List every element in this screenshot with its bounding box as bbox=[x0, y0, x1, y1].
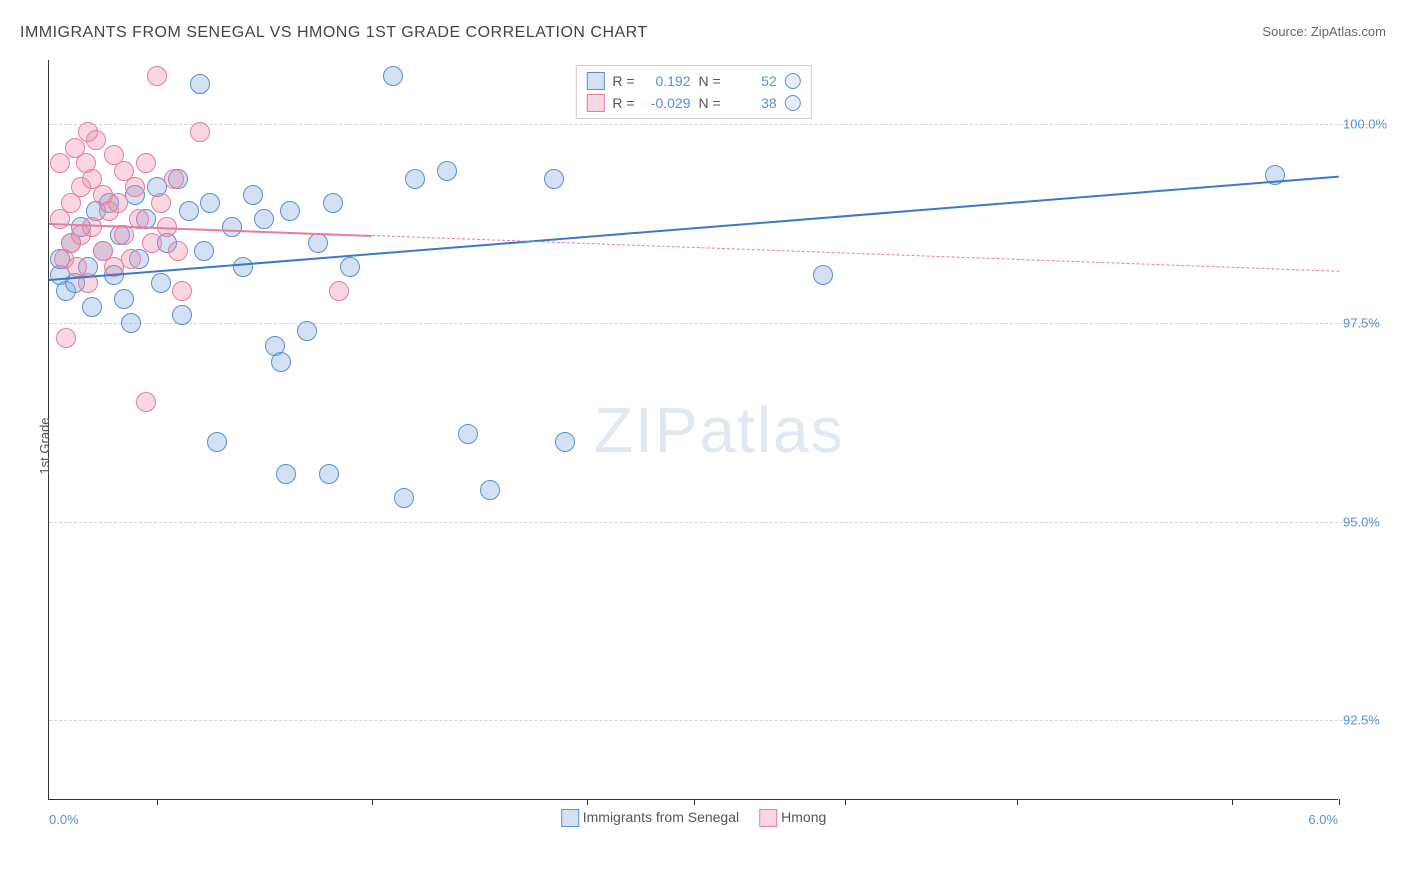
data-point bbox=[243, 185, 263, 205]
legend-label: Immigrants from Senegal bbox=[583, 809, 739, 825]
data-point bbox=[136, 392, 156, 412]
legend-dot-icon bbox=[785, 95, 801, 111]
data-point bbox=[383, 66, 403, 86]
data-point bbox=[179, 201, 199, 221]
data-point bbox=[200, 193, 220, 213]
data-point bbox=[297, 321, 317, 341]
data-point bbox=[108, 193, 128, 213]
legend-series: Immigrants from Senegal Hmong bbox=[561, 809, 827, 827]
data-point bbox=[458, 424, 478, 444]
legend-n-label: N = bbox=[699, 95, 721, 111]
data-point bbox=[121, 249, 141, 269]
x-tick bbox=[1232, 799, 1233, 805]
data-point bbox=[308, 233, 328, 253]
legend-item: Hmong bbox=[759, 809, 826, 827]
x-tick bbox=[1339, 799, 1340, 805]
data-point bbox=[233, 257, 253, 277]
data-point bbox=[121, 313, 141, 333]
data-point bbox=[394, 488, 414, 508]
gridline bbox=[49, 323, 1378, 324]
x-tick bbox=[587, 799, 588, 805]
data-point bbox=[78, 122, 98, 142]
x-tick bbox=[157, 799, 158, 805]
data-point bbox=[172, 281, 192, 301]
watermark: ZIPatlas bbox=[594, 393, 845, 467]
x-tick bbox=[372, 799, 373, 805]
trendline bbox=[49, 175, 1339, 280]
data-point bbox=[207, 432, 227, 452]
source-name: ZipAtlas.com bbox=[1311, 24, 1386, 39]
data-point bbox=[147, 66, 167, 86]
data-point bbox=[50, 153, 70, 173]
data-point bbox=[151, 193, 171, 213]
legend-n-value: 38 bbox=[729, 95, 777, 111]
data-point bbox=[329, 281, 349, 301]
chart-title: IMMIGRANTS FROM SENEGAL VS HMONG 1ST GRA… bbox=[20, 24, 648, 42]
y-tick-label: 100.0% bbox=[1343, 116, 1398, 131]
data-point bbox=[151, 273, 171, 293]
legend-swatch bbox=[586, 72, 604, 90]
y-tick-label: 97.5% bbox=[1343, 315, 1398, 330]
data-point bbox=[271, 352, 291, 372]
data-point bbox=[254, 209, 274, 229]
data-point bbox=[437, 161, 457, 181]
plot-area: ZIPatlas R =0.192N =52R =-0.029N =38 Imm… bbox=[48, 60, 1338, 800]
legend-item: Immigrants from Senegal bbox=[561, 809, 739, 827]
legend-label: Hmong bbox=[781, 809, 826, 825]
legend-n-label: N = bbox=[699, 73, 721, 89]
y-tick-label: 95.0% bbox=[1343, 514, 1398, 529]
x-tick bbox=[694, 799, 695, 805]
data-point bbox=[340, 257, 360, 277]
legend-swatch bbox=[586, 94, 604, 112]
data-point bbox=[194, 241, 214, 261]
data-point bbox=[280, 201, 300, 221]
legend-dot-icon bbox=[785, 73, 801, 89]
data-point bbox=[190, 122, 210, 142]
legend-r-label: R = bbox=[612, 95, 634, 111]
data-point bbox=[114, 289, 134, 309]
legend-r-value: -0.029 bbox=[643, 95, 691, 111]
x-tick bbox=[845, 799, 846, 805]
data-point bbox=[82, 297, 102, 317]
data-point bbox=[813, 265, 833, 285]
watermark-thin: atlas bbox=[699, 394, 844, 466]
legend-n-value: 52 bbox=[729, 73, 777, 89]
data-point bbox=[190, 74, 210, 94]
data-point bbox=[172, 305, 192, 325]
x-tick bbox=[1017, 799, 1018, 805]
data-point bbox=[136, 153, 156, 173]
data-point bbox=[319, 464, 339, 484]
source-prefix: Source: bbox=[1262, 24, 1307, 39]
data-point bbox=[555, 432, 575, 452]
data-point bbox=[222, 217, 242, 237]
y-tick-label: 92.5% bbox=[1343, 713, 1398, 728]
data-point bbox=[142, 233, 162, 253]
x-axis-max-label: 6.0% bbox=[1308, 812, 1338, 827]
gridline bbox=[49, 124, 1378, 125]
data-point bbox=[164, 169, 184, 189]
legend-stat-row: R = -0.029 N = 38 bbox=[586, 92, 800, 114]
legend-stat-row: R = 0.192 N = 52 bbox=[586, 70, 800, 92]
data-point bbox=[125, 177, 145, 197]
gridline bbox=[49, 720, 1378, 721]
watermark-bold: ZIP bbox=[594, 394, 700, 466]
data-point bbox=[480, 480, 500, 500]
data-point bbox=[405, 169, 425, 189]
data-point bbox=[544, 169, 564, 189]
legend-r-value: 0.192 bbox=[643, 73, 691, 89]
legend-swatch bbox=[561, 809, 579, 827]
data-point bbox=[323, 193, 343, 213]
source-label: Source: ZipAtlas.com bbox=[1262, 24, 1386, 39]
data-point bbox=[168, 241, 188, 261]
legend-swatch bbox=[759, 809, 777, 827]
data-point bbox=[56, 328, 76, 348]
data-point bbox=[82, 217, 102, 237]
trendline bbox=[371, 235, 1339, 272]
data-point bbox=[276, 464, 296, 484]
legend-r-label: R = bbox=[612, 73, 634, 89]
y-axis-label: 1st Grade bbox=[37, 417, 52, 474]
x-axis-min-label: 0.0% bbox=[49, 812, 79, 827]
gridline bbox=[49, 522, 1378, 523]
legend-stats: R = 0.192 N = 52 R = -0.029 N = 38 bbox=[575, 65, 811, 119]
